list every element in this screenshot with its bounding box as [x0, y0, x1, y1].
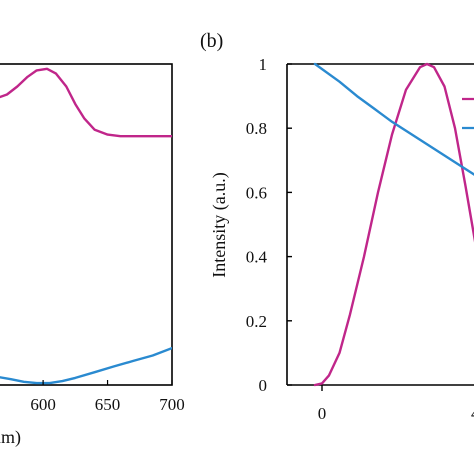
panel-b: (b) 0 45 0 0.2 0.4 0.6 0.8 1 Intensity (a.u.): [200, 30, 474, 423]
panel-b-y-tick-label: 0.8: [246, 119, 267, 138]
panel-a-series-group: [0, 67, 172, 385]
panel-a-x-tick-label: 600: [30, 395, 56, 414]
panel-a-series-magenta-line: [0, 67, 172, 138]
panel-b-y-tick-label: 0.6: [246, 183, 267, 202]
panel-b-y-axis-label: Intensity (a.u.): [209, 172, 230, 277]
panel-b-y-tick-label: 0.4: [246, 248, 268, 267]
panel-b-label: (b): [200, 30, 223, 52]
panel-b-series-magenta-line: [313, 62, 474, 387]
panel-b-x-tick-label: 45: [471, 404, 474, 423]
panel-b-y-tick-label: 0.2: [246, 312, 267, 331]
panel-b-y-tick-label: 0: [259, 376, 268, 395]
panel-a-frame: [0, 63, 173, 386]
panel-b-y-tick-label: 1: [259, 55, 268, 74]
panel-b-series-group: [313, 62, 474, 387]
panel-b-series-blue-line: [313, 62, 474, 176]
panel-a: 600 650 700 nm): [0, 63, 185, 448]
panel-a-x-tick-label: 650: [95, 395, 121, 414]
panel-a-x-tick-label: 700: [159, 395, 185, 414]
panel-b-x-tick-label: 0: [318, 404, 327, 423]
panel-a-ticks-group: 600 650 700: [30, 380, 185, 414]
panel-b-ticks-group: 0 45 0 0.2 0.4 0.6 0.8 1: [246, 55, 474, 423]
panel-a-x-axis-label: nm): [0, 427, 21, 448]
panel-a-series-blue-line: [0, 346, 172, 385]
